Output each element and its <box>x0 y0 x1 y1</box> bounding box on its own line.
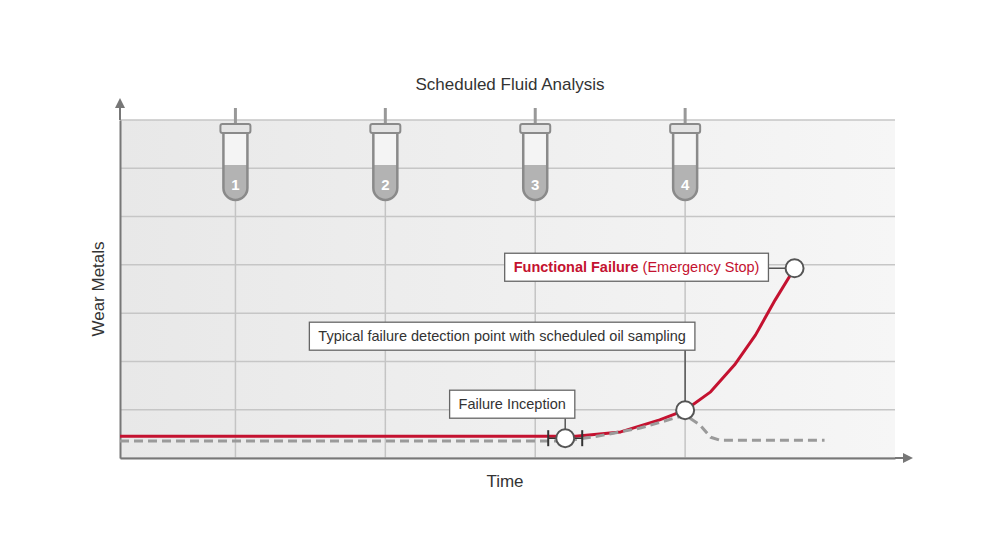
vial-outline <box>673 132 697 200</box>
grid <box>120 108 895 458</box>
vial-label: 2 <box>381 176 389 193</box>
annotation-text: Functional Failure (Emergency Stop) <box>514 259 760 275</box>
series-line <box>120 415 825 441</box>
sample-tick <box>384 108 387 124</box>
annotations: Failure Inception Typical failure detecti… <box>309 253 803 447</box>
annotation-text: Failure Inception <box>459 396 566 412</box>
annotation-point <box>676 401 694 419</box>
annotation-point <box>556 429 574 447</box>
annotation: Functional Failure (Emergency Stop) <box>505 253 804 281</box>
vial-cap <box>670 124 700 133</box>
grid-line-y <box>120 312 895 314</box>
annotation: Typical failure detection point with sch… <box>309 322 695 419</box>
vial-cap <box>220 124 250 133</box>
vial-outline <box>373 132 397 200</box>
chart: 1 2 3 4 Failure Inception Typical failure det… <box>0 0 992 558</box>
annotation-box <box>505 253 769 281</box>
vial: 3 <box>520 124 550 200</box>
vial-cap <box>520 124 550 133</box>
x-axis-title: Time <box>486 472 523 491</box>
y-axis-extension <box>119 106 121 120</box>
vial-body <box>673 132 697 200</box>
vial: 4 <box>670 124 700 200</box>
vial-outline <box>523 132 547 200</box>
grid-line-y <box>120 361 895 363</box>
series-group <box>120 268 825 441</box>
sample-tick <box>234 108 237 124</box>
sample-tick <box>534 108 537 124</box>
plot-background <box>120 120 895 458</box>
annotation-main: Failure Inception <box>459 396 566 412</box>
vial-cap <box>370 124 400 133</box>
vial-label: 3 <box>531 176 539 193</box>
x-axis-arrow <box>903 453 913 463</box>
vial-body <box>523 132 547 200</box>
vial: 1 <box>220 124 250 200</box>
title: Scheduled Fluid Analysis <box>415 75 604 94</box>
y-axis-line <box>120 121 122 459</box>
annotation: Failure Inception <box>450 390 583 447</box>
y-axis-title: Wear Metals <box>89 241 108 336</box>
annotation-sub: (Emergency Stop) <box>639 259 760 275</box>
grid-line-y <box>120 216 895 218</box>
vial-body <box>373 132 397 200</box>
annotation-box <box>450 390 575 418</box>
vial: 2 <box>370 124 400 200</box>
x-axis-line <box>121 458 896 460</box>
annotation-main: Typical failure detection point with sch… <box>318 328 686 344</box>
annotation-text: Typical failure detection point with sch… <box>318 328 686 344</box>
y-axis-arrow <box>115 98 125 108</box>
vial-outline <box>223 132 247 200</box>
x-axis <box>121 458 896 459</box>
annotation-point <box>786 259 804 277</box>
sample-vials: 1 2 3 4 <box>220 124 700 200</box>
annotation-box <box>309 322 695 350</box>
grid-line-y <box>120 457 895 459</box>
vial-label: 4 <box>681 176 690 193</box>
sample-tick <box>684 108 687 124</box>
annotation-main: Functional Failure <box>514 259 639 275</box>
vial-body <box>223 132 247 200</box>
y-axis <box>120 121 121 459</box>
vial-label: 1 <box>231 176 239 193</box>
series-line <box>120 268 795 436</box>
